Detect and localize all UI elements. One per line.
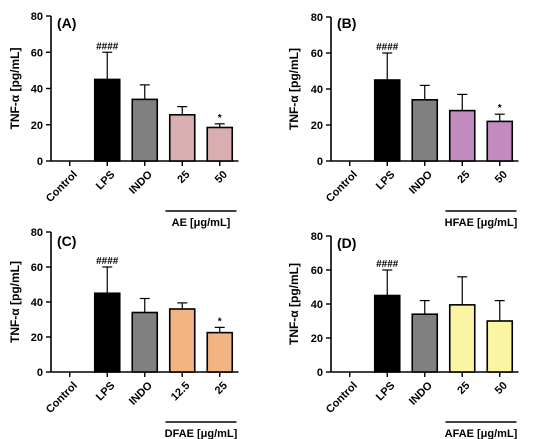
y-axis-label: TNF-α [pg/mL] [8,47,22,129]
y-tick-label: 80 [31,227,43,239]
y-tick-label: 40 [31,297,43,309]
x-tick-label: Control [44,380,80,416]
y-tick-label: 20 [31,120,43,132]
x-tick-label: INDO [407,379,435,407]
y-tick-label: 0 [317,156,323,168]
significance-label: #### [96,256,119,267]
x-tick-label: 25 [455,169,472,186]
y-tick-label: 20 [311,120,323,132]
x-tick-label: LPS [374,169,398,193]
group-label: AFAE [μg/mL] [445,428,518,439]
bar [448,304,476,373]
bar [93,78,121,162]
y-tick-label: 80 [31,11,43,23]
x-tick-label: INDO [407,168,435,196]
bar [131,311,159,373]
bar [486,320,514,373]
y-tick-label: 80 [311,231,323,243]
significance-label: * [218,316,222,327]
x-tick-label: LPS [374,380,398,404]
panel-label: (B) [337,15,356,31]
bar [373,294,401,373]
y-axis-label: TNF-α [pg/mL] [8,261,22,343]
panel-label: (C) [57,233,76,249]
significance-label: * [218,113,222,124]
bar [131,98,159,162]
x-tick-label: 25 [213,380,230,397]
group-label: HFAE [μg/mL] [445,217,518,229]
bar [486,120,514,162]
y-axis-label: TNF-α [pg/mL] [287,263,301,345]
x-tick-label: 50 [213,169,230,186]
x-tick-label: 12.5 [169,380,193,404]
bar [93,292,121,373]
x-tick-label: Control [324,380,360,416]
y-axis-label: TNF-α [pg/mL] [287,48,301,130]
chart-panel-2: 0 20 40 60 80 TNF-α [pg/mL] (B) Control #### LPS I… [287,12,519,229]
x-tick-label: INDO [127,379,155,407]
bar [206,126,234,162]
bar [206,331,234,373]
y-tick-label: 0 [37,156,43,168]
x-tick-label: INDO [127,168,155,196]
y-tick-label: 60 [311,265,323,277]
x-tick-label: Control [324,169,360,205]
y-tick-label: 60 [31,47,43,59]
significance-label: * [498,103,502,114]
chart-panel-1: 0 20 40 60 80 TNF-α [pg/mL] (A) Control #### LPS I… [8,11,239,229]
x-tick-label: Control [44,169,80,205]
y-tick-label: 40 [31,84,43,96]
panel-label: (D) [337,235,356,251]
y-tick-label: 60 [311,48,323,60]
x-tick-label: 50 [493,380,510,397]
bar [168,308,196,373]
bar [411,313,439,373]
x-tick-label: LPS [94,380,118,404]
x-tick-label: LPS [94,169,118,193]
y-tick-label: 0 [37,367,43,379]
significance-label: #### [96,41,119,52]
y-tick-label: 20 [31,332,43,344]
y-tick-label: 40 [311,299,323,311]
bar [411,99,439,162]
bar [168,113,196,162]
y-tick-label: 80 [311,12,323,24]
chart-panel-3: 0 20 40 60 80 TNF-α [pg/mL] (C) Control #### LPS I… [8,227,239,439]
group-label: AE [μg/mL] [172,217,231,229]
y-tick-label: 40 [311,84,323,96]
significance-label: #### [376,42,399,53]
x-tick-label: 25 [455,380,472,397]
x-tick-label: 25 [175,169,192,186]
y-tick-label: 60 [31,262,43,274]
group-label: DFAE [μg/mL] [165,428,238,439]
y-tick-label: 0 [317,367,323,379]
chart-panel-4: 0 20 40 60 80 TNF-α [pg/mL] (D) Control #### LPS I… [287,231,519,439]
x-tick-label: 50 [493,169,510,186]
bar [448,109,476,162]
bar [373,79,401,162]
significance-label: #### [376,259,399,270]
panel-label: (A) [57,15,76,31]
y-tick-label: 20 [311,333,323,345]
